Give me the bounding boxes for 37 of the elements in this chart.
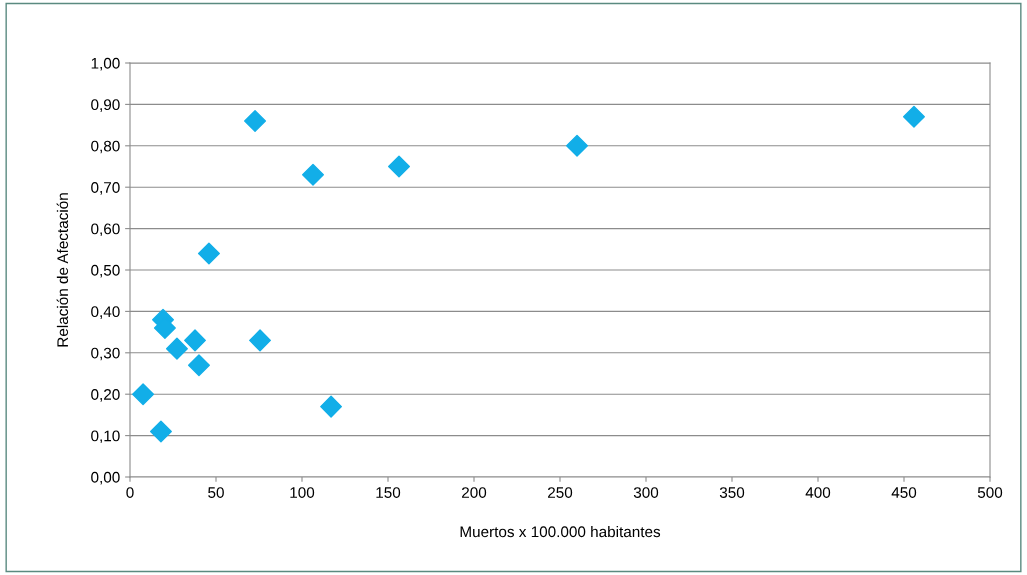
x-tick-label: 300 [633, 487, 659, 498]
y-tick-label: 0,60 [91, 223, 120, 237]
y-tick-label: 0,40 [91, 306, 120, 319]
x-axis-title: Muertos x 100.000 habitantes [460, 525, 661, 538]
x-tick-label: 150 [376, 487, 401, 498]
point [388, 155, 411, 178]
x-tick-label: 50 [208, 487, 224, 498]
y-axis-title: Relación de Afectación [56, 193, 69, 347]
y-tick-label: 0,90 [91, 99, 120, 112]
y-tick-label: 0,00 [91, 471, 120, 485]
x-tick-label: 450 [891, 487, 917, 498]
point [566, 134, 589, 157]
y-tick-label: 0,80 [91, 140, 120, 154]
point [197, 242, 220, 265]
x-tick-label: 0 [126, 487, 134, 498]
x-tick-label: 500 [977, 487, 1003, 498]
x-tick-label: 100 [290, 487, 315, 498]
y-tick-label: 0,70 [91, 182, 120, 195]
x-tick-label: 250 [548, 487, 573, 498]
x-tick-label: 400 [805, 487, 831, 498]
point [149, 420, 172, 443]
point [187, 354, 210, 377]
point [244, 109, 267, 132]
y-tick-label: 0,30 [91, 347, 120, 361]
point [184, 329, 207, 352]
point [165, 337, 188, 360]
point [302, 163, 325, 186]
y-tick-label: 1,00 [91, 57, 120, 71]
point [902, 105, 925, 128]
y-tick-label: 0,20 [91, 389, 120, 402]
point [320, 395, 343, 418]
x-tick-label: 200 [462, 487, 487, 498]
x-tick-label: 350 [719, 487, 745, 498]
y-tick-label: 0,10 [91, 430, 120, 444]
y-tick-label: 0,50 [91, 264, 120, 278]
point [132, 383, 155, 406]
point [249, 329, 272, 352]
